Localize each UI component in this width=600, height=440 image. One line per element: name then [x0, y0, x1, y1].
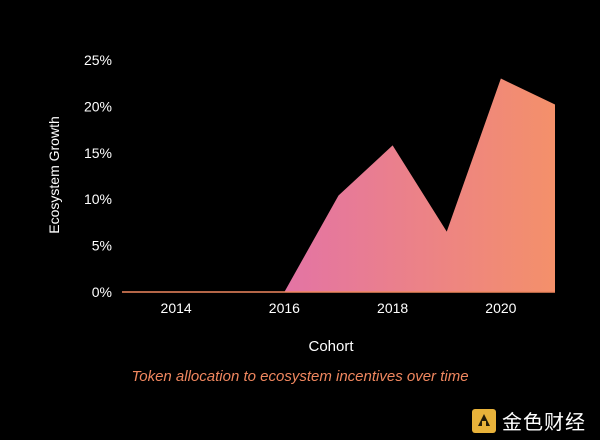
x-tick-label: 2014: [161, 300, 192, 316]
y-tick-label: 15%: [84, 145, 112, 161]
plot-area: [122, 78, 555, 293]
area-series: [122, 78, 555, 292]
x-tick-label: 2016: [269, 300, 300, 316]
jinse-logo-icon: [472, 408, 496, 433]
y-axis-ticks: 0% 5% 10% 15% 20% 25%: [84, 52, 112, 300]
x-tick-label: 2020: [485, 300, 516, 316]
chart-caption: Token allocation to ecosystem incentives…: [131, 368, 469, 385]
y-tick-label: 20%: [84, 98, 112, 114]
watermark: 金色财经: [472, 406, 586, 435]
x-axis-label: Cohort: [308, 338, 354, 355]
y-tick-label: 25%: [84, 52, 112, 68]
y-tick-label: 0%: [92, 284, 112, 300]
watermark-text: 金色财经: [502, 410, 586, 434]
y-tick-label: 10%: [84, 191, 112, 207]
x-tick-label: 2018: [377, 300, 408, 316]
y-tick-label: 5%: [92, 238, 112, 254]
x-axis-ticks: 2014 2016 2018 2020: [161, 300, 517, 316]
y-axis-label: Ecosystem Growth: [46, 116, 62, 233]
